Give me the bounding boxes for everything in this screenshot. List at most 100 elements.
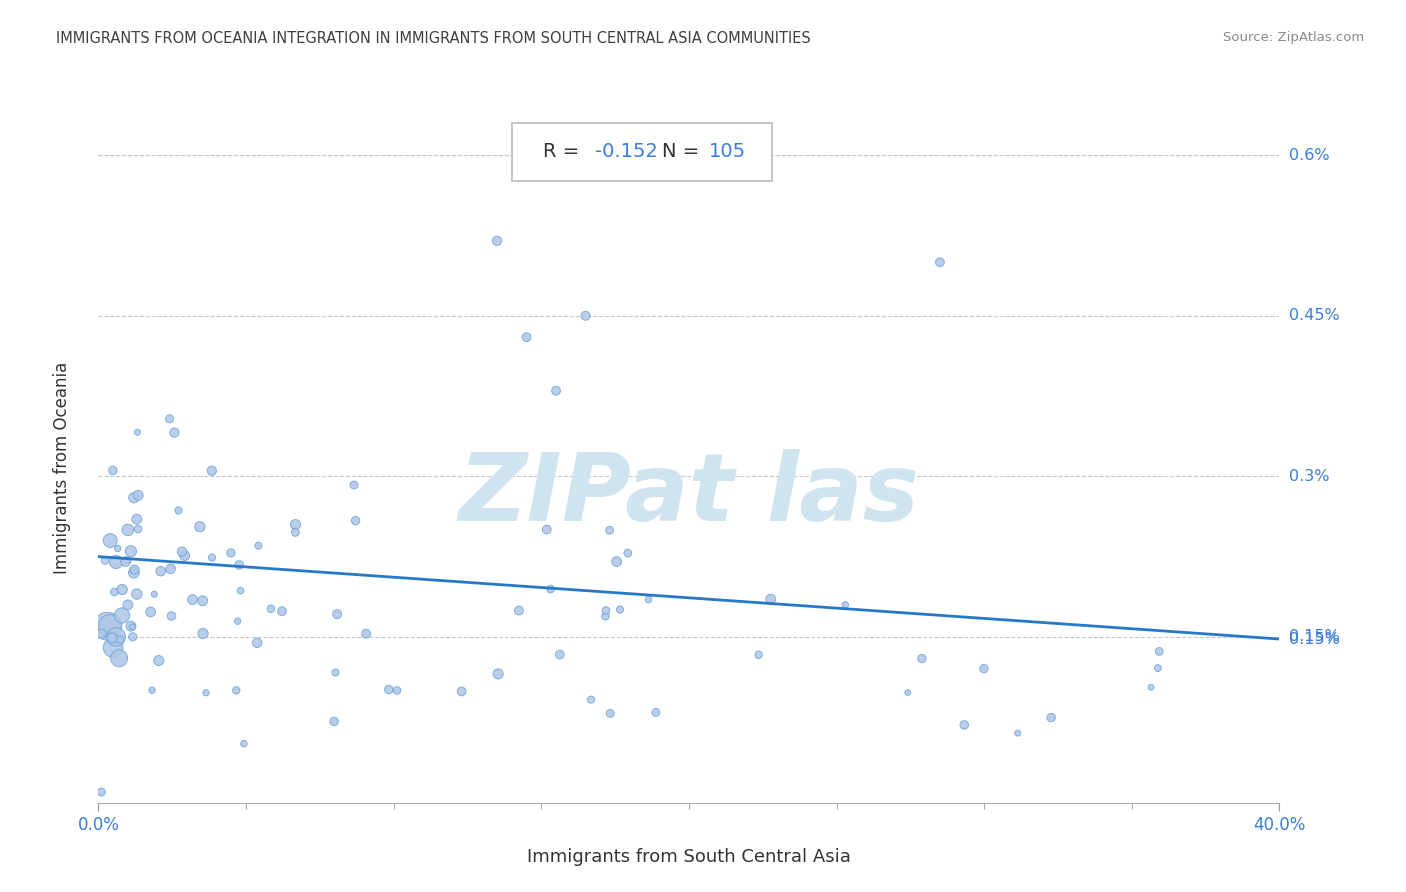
Text: ZIPat las: ZIPat las	[458, 449, 920, 541]
Point	[354, 626, 377, 640]
Point	[326, 607, 349, 622]
Point	[121, 620, 143, 634]
Point	[515, 330, 537, 344]
Point	[181, 592, 204, 607]
Text: 0.6%: 0.6%	[1289, 148, 1330, 162]
Point	[159, 411, 181, 425]
Point	[117, 553, 139, 567]
Y-axis label: Immigrants from Oceania: Immigrants from Oceania	[53, 362, 72, 574]
Point	[163, 425, 186, 440]
Point	[260, 601, 283, 615]
Text: Source: ZipAtlas.com: Source: ZipAtlas.com	[1223, 31, 1364, 45]
Point	[834, 598, 856, 612]
Point	[101, 463, 124, 477]
Point	[103, 585, 125, 599]
Point	[101, 631, 124, 645]
Point	[191, 594, 214, 608]
Point	[159, 562, 181, 576]
Point	[114, 555, 136, 569]
Point	[148, 654, 170, 668]
Point	[1149, 644, 1171, 658]
Point	[143, 587, 166, 601]
Point	[96, 619, 118, 633]
Point	[120, 619, 142, 633]
Point	[108, 632, 131, 647]
Point	[160, 609, 183, 624]
Point	[229, 583, 252, 598]
Point	[246, 636, 269, 650]
Point	[1007, 726, 1029, 740]
Point	[201, 464, 224, 478]
Point	[911, 651, 934, 665]
Point	[120, 544, 142, 558]
Point	[108, 651, 131, 665]
Point	[343, 478, 366, 492]
Point	[90, 627, 112, 641]
Point	[107, 541, 129, 556]
Text: 0.3%: 0.3%	[1289, 469, 1330, 483]
Point	[103, 640, 125, 655]
Point	[111, 582, 134, 597]
Point	[606, 555, 628, 569]
Point	[609, 602, 631, 616]
Point	[191, 626, 214, 640]
Point	[284, 525, 307, 540]
Point	[170, 544, 193, 558]
Point	[574, 309, 596, 323]
Point	[105, 630, 128, 644]
Point	[90, 785, 112, 799]
Point	[228, 558, 250, 572]
Point	[271, 604, 294, 618]
Point	[94, 553, 117, 567]
Point	[127, 522, 149, 536]
Point	[247, 539, 270, 553]
Text: N =: N =	[662, 142, 706, 161]
Point	[378, 682, 401, 697]
Point	[548, 648, 571, 662]
Point	[188, 519, 211, 533]
Point	[117, 598, 139, 612]
Point	[325, 665, 347, 680]
Point	[486, 667, 509, 681]
Text: -0.152: -0.152	[595, 142, 658, 161]
Point	[1140, 680, 1163, 694]
Point	[122, 491, 145, 505]
Point	[486, 234, 509, 248]
Point	[953, 718, 976, 732]
Point	[928, 255, 950, 269]
Point	[98, 619, 121, 633]
Point	[194, 686, 217, 700]
Point	[173, 549, 195, 563]
Point	[759, 592, 782, 607]
Point	[1040, 710, 1063, 724]
Point	[450, 684, 472, 698]
Point	[125, 587, 148, 601]
Point	[508, 603, 530, 617]
Point	[536, 523, 558, 537]
Point	[124, 563, 146, 577]
Point	[284, 517, 307, 532]
Point	[105, 555, 128, 569]
X-axis label: Immigrants from South Central Asia: Immigrants from South Central Asia	[527, 848, 851, 866]
Point	[323, 714, 346, 729]
Point	[219, 546, 242, 560]
Point	[616, 546, 638, 560]
Point	[141, 683, 163, 698]
Point	[111, 608, 134, 623]
Text: 0.45%: 0.45%	[1289, 309, 1340, 323]
Point	[167, 503, 190, 517]
Point	[201, 550, 224, 565]
Point	[117, 523, 139, 537]
Point	[125, 512, 148, 526]
Point	[139, 605, 162, 619]
Point	[344, 514, 367, 528]
Point	[599, 706, 621, 721]
Point	[973, 662, 995, 676]
Point	[595, 604, 617, 618]
Point	[1146, 661, 1168, 675]
Point	[127, 425, 149, 440]
Point	[595, 609, 617, 624]
Point	[897, 685, 920, 699]
Point	[232, 737, 254, 751]
Point	[599, 523, 621, 537]
